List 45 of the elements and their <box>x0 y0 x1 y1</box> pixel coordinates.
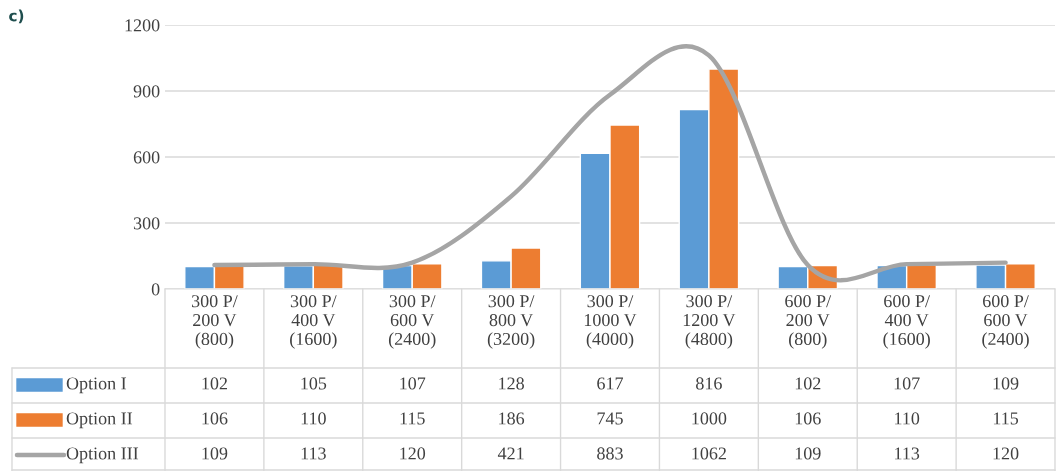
y-tick-label: 1200 <box>125 19 160 32</box>
data-label: 109 <box>202 447 228 460</box>
data-label: 816 <box>696 377 722 390</box>
x-tick-label: 600 P/ 200 V (800) <box>785 295 832 349</box>
data-label: 120 <box>993 447 1019 460</box>
x-tick-label: 300 P/ 1200 V (4800) <box>683 295 736 349</box>
data-label: 106 <box>795 412 821 425</box>
y-tick-label: 300 <box>133 217 160 230</box>
x-tick-label: 300 P/ 800 V (3200) <box>487 295 535 349</box>
data-label: 1000 <box>692 412 727 425</box>
text: c) <box>9 9 24 24</box>
y-tick-label: 900 <box>133 85 160 98</box>
x-tick-label: 600 P/ 400 V (1600) <box>883 295 930 349</box>
data-label: 102 <box>795 377 821 390</box>
data-label: 110 <box>301 412 326 425</box>
data-label: 109 <box>795 447 821 460</box>
data-label: 745 <box>597 412 623 425</box>
x-tick-label: 300 P/ 600 V (2400) <box>388 295 436 349</box>
data-label: 102 <box>202 377 227 390</box>
data-label: 110 <box>895 412 920 425</box>
legend-label: Option II <box>66 412 133 429</box>
legend-label: Option I <box>66 377 127 394</box>
data-label: 106 <box>202 412 228 425</box>
data-label: 186 <box>499 412 525 425</box>
y-tick-label: 0 <box>151 283 160 296</box>
data-label: 109 <box>993 377 1019 390</box>
legend-label: Option III <box>66 447 139 464</box>
data-label: 883 <box>597 447 623 460</box>
data-label: 115 <box>400 412 425 425</box>
data-label: 128 <box>499 377 524 390</box>
x-tick-label: 300 P/ 400 V (1600) <box>290 295 337 349</box>
data-label: 421 <box>497 447 524 460</box>
data-label: 115 <box>993 412 1019 425</box>
x-tick-label: 600 P/ 600 V (2400) <box>982 295 1029 349</box>
data-label: 617 <box>597 377 624 390</box>
data-label: 120 <box>400 447 426 460</box>
data-label: 107 <box>894 377 920 390</box>
data-label: 107 <box>400 377 426 390</box>
data-label: 113 <box>895 447 920 460</box>
data-label: 105 <box>301 377 327 390</box>
data-label: 113 <box>301 447 326 460</box>
data-label: 1062 <box>692 447 726 460</box>
x-tick-label: 300 P/ 200 V (800) <box>191 295 238 349</box>
y-tick-label: 600 <box>133 151 160 164</box>
x-tick-label: 300 P/ 1000 V (4000) <box>584 295 637 349</box>
